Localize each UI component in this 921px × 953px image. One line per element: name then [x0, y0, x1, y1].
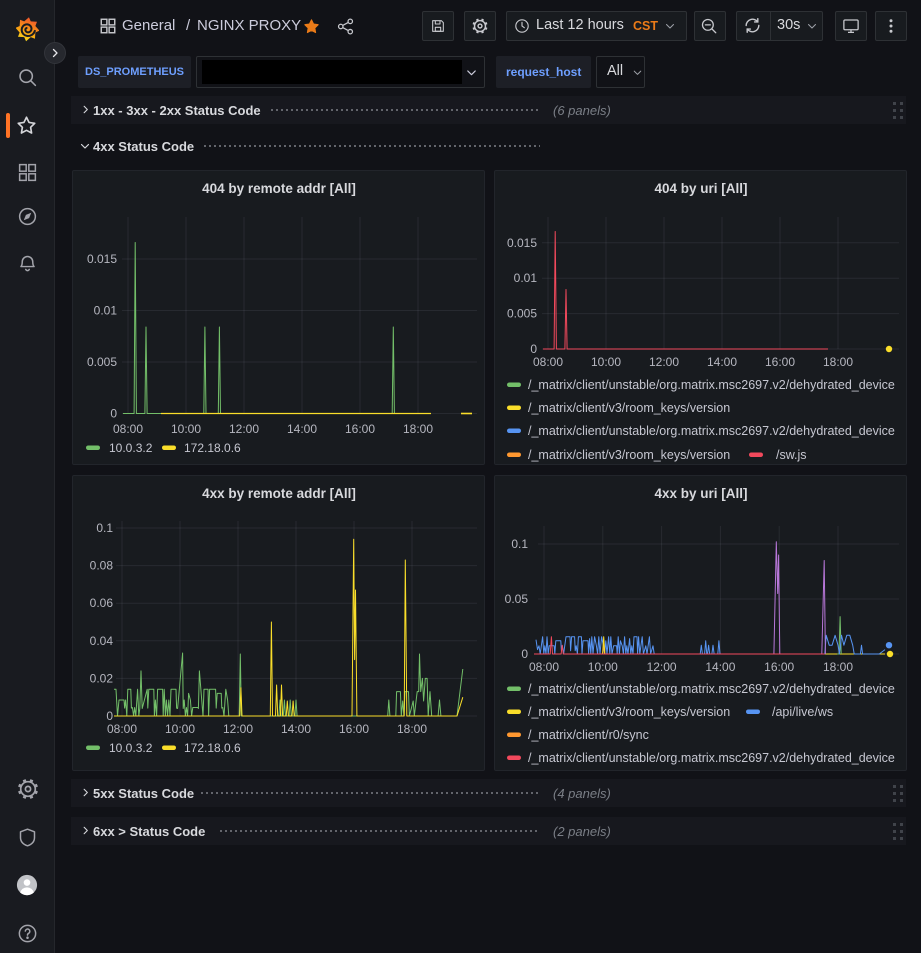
svg-text:404 by uri [All]: 404 by uri [All] — [654, 181, 747, 196]
svg-text:12:00: 12:00 — [649, 355, 679, 369]
svg-text:10:00: 10:00 — [171, 422, 201, 436]
svg-text:/_matrix/client/unstable/org.m: /_matrix/client/unstable/org.matrix.msc2… — [528, 751, 895, 765]
svg-text:08:00: 08:00 — [113, 422, 143, 436]
svg-text:14:00: 14:00 — [281, 722, 311, 736]
svg-text:12:00: 12:00 — [229, 422, 259, 436]
svg-text:0.04: 0.04 — [90, 634, 114, 648]
svg-text:4xx by remote addr [All]: 4xx by remote addr [All] — [202, 486, 356, 501]
svg-text:/_matrix/client/unstable/org.m: /_matrix/client/unstable/org.matrix.msc2… — [528, 682, 895, 696]
svg-text:/api/live/ws: /api/live/ws — [772, 705, 833, 719]
svg-text:10.0.3.2: 10.0.3.2 — [109, 741, 153, 755]
svg-text:08:00: 08:00 — [107, 722, 137, 736]
svg-text:10:00: 10:00 — [165, 722, 195, 736]
svg-text:0.1: 0.1 — [96, 521, 113, 535]
svg-text:/_matrix/client/unstable/org.m: /_matrix/client/unstable/org.matrix.msc2… — [528, 378, 895, 392]
svg-text:08:00: 08:00 — [529, 660, 559, 674]
svg-text:4xx by uri [All]: 4xx by uri [All] — [654, 486, 747, 501]
svg-text:16:00: 16:00 — [764, 660, 794, 674]
svg-text:0.1: 0.1 — [511, 537, 528, 551]
svg-text:0.01: 0.01 — [514, 271, 538, 285]
svg-text:14:00: 14:00 — [707, 355, 737, 369]
svg-text:14:00: 14:00 — [287, 422, 317, 436]
svg-text:10:00: 10:00 — [591, 355, 621, 369]
svg-text:/_matrix/client/unstable/org.m: /_matrix/client/unstable/org.matrix.msc2… — [528, 424, 895, 438]
svg-text:0: 0 — [530, 342, 537, 356]
svg-text:12:00: 12:00 — [647, 660, 677, 674]
svg-text:14:00: 14:00 — [705, 660, 735, 674]
svg-text:10.0.3.2: 10.0.3.2 — [109, 441, 153, 455]
svg-text:12:00: 12:00 — [223, 722, 253, 736]
svg-text:/_matrix/client/r0/sync: /_matrix/client/r0/sync — [528, 728, 649, 742]
svg-text:/_matrix/client/v3/room_keys/v: /_matrix/client/v3/room_keys/version — [528, 401, 730, 415]
svg-text:0: 0 — [110, 407, 117, 421]
svg-text:/sw.js: /sw.js — [776, 448, 807, 462]
svg-text:08:00: 08:00 — [533, 355, 563, 369]
svg-text:0.08: 0.08 — [90, 559, 114, 573]
svg-text:10:00: 10:00 — [588, 660, 618, 674]
svg-text:18:00: 18:00 — [403, 422, 433, 436]
svg-text:0.015: 0.015 — [507, 236, 537, 250]
svg-text:0.05: 0.05 — [505, 592, 529, 606]
svg-text:18:00: 18:00 — [823, 355, 853, 369]
svg-text:0.005: 0.005 — [87, 355, 117, 369]
svg-text:0.015: 0.015 — [87, 252, 117, 266]
svg-text:16:00: 16:00 — [765, 355, 795, 369]
svg-text:0: 0 — [106, 709, 113, 723]
svg-text:/_matrix/client/v3/room_keys/v: /_matrix/client/v3/room_keys/version — [528, 448, 730, 462]
svg-text:172.18.0.6: 172.18.0.6 — [184, 741, 241, 755]
svg-text:0.06: 0.06 — [90, 596, 114, 610]
svg-text:/_matrix/client/v3/room_keys/v: /_matrix/client/v3/room_keys/version — [528, 705, 730, 719]
svg-text:404 by remote addr [All]: 404 by remote addr [All] — [202, 181, 356, 196]
svg-text:0.005: 0.005 — [507, 307, 537, 321]
svg-text:0.01: 0.01 — [94, 304, 118, 318]
svg-text:18:00: 18:00 — [823, 660, 853, 674]
svg-text:0.02: 0.02 — [90, 671, 114, 685]
svg-text:18:00: 18:00 — [397, 722, 427, 736]
svg-text:0: 0 — [521, 647, 528, 661]
svg-text:16:00: 16:00 — [345, 422, 375, 436]
svg-text:16:00: 16:00 — [339, 722, 369, 736]
svg-text:172.18.0.6: 172.18.0.6 — [184, 441, 241, 455]
